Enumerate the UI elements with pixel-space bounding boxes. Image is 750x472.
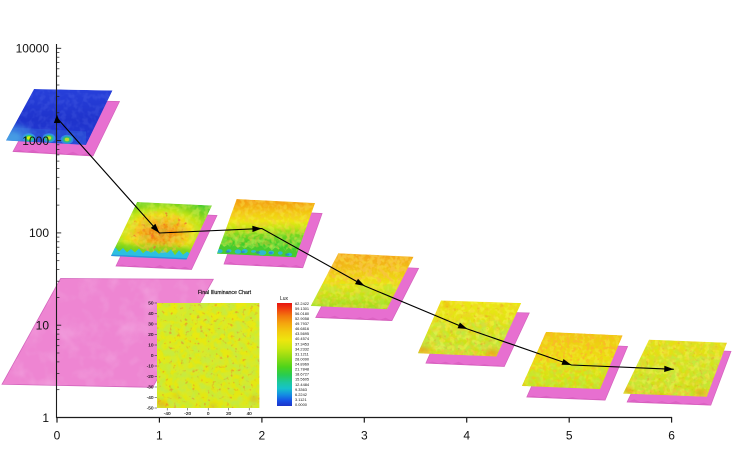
- svg-text:18.6727: 18.6727: [295, 372, 309, 377]
- svg-text:0: 0: [151, 353, 154, 358]
- svg-text:24.8969: 24.8969: [295, 362, 309, 367]
- svg-text:6.2242: 6.2242: [295, 392, 307, 397]
- svg-text:-40: -40: [164, 411, 171, 416]
- svg-text:46.6816: 46.6816: [295, 326, 309, 331]
- svg-text:0.0000: 0.0000: [295, 402, 308, 407]
- svg-text:-20: -20: [184, 411, 191, 416]
- svg-text:-10: -10: [147, 364, 154, 369]
- svg-text:56.0180: 56.0180: [295, 311, 310, 316]
- svg-text:0: 0: [207, 411, 210, 416]
- svg-text:10: 10: [148, 343, 154, 348]
- svg-text:31.1211: 31.1211: [295, 351, 309, 356]
- svg-text:10000: 10000: [16, 42, 50, 56]
- svg-text:-50: -50: [147, 406, 154, 411]
- svg-text:40: 40: [247, 411, 253, 416]
- svg-text:-20: -20: [147, 374, 154, 379]
- svg-text:50: 50: [148, 301, 154, 306]
- svg-text:62.2422: 62.2422: [295, 301, 309, 306]
- svg-text:59.1301: 59.1301: [295, 306, 309, 311]
- svg-text:37.3453: 37.3453: [295, 341, 309, 346]
- svg-text:3: 3: [361, 428, 368, 442]
- svg-text:1000: 1000: [22, 134, 49, 148]
- svg-text:2: 2: [259, 428, 266, 442]
- svg-text:-30: -30: [147, 385, 154, 390]
- svg-text:12.4484: 12.4484: [295, 382, 310, 387]
- svg-text:-40: -40: [147, 395, 154, 400]
- svg-text:1: 1: [156, 428, 163, 442]
- svg-text:Lux: Lux: [280, 296, 289, 302]
- svg-text:5: 5: [566, 428, 573, 442]
- svg-text:30: 30: [148, 322, 154, 327]
- svg-text:40: 40: [148, 311, 154, 316]
- svg-text:15.5605: 15.5605: [295, 377, 309, 382]
- svg-text:20: 20: [148, 332, 154, 337]
- svg-text:100: 100: [29, 226, 49, 240]
- svg-text:43.5695: 43.5695: [295, 331, 309, 336]
- svg-text:21.7848: 21.7848: [295, 367, 309, 372]
- svg-text:0: 0: [54, 428, 61, 442]
- svg-text:4: 4: [463, 428, 470, 442]
- svg-text:9.3363: 9.3363: [295, 387, 307, 392]
- svg-text:52.9058: 52.9058: [295, 316, 309, 321]
- svg-text:Final Illuminance Chart: Final Illuminance Chart: [198, 290, 252, 296]
- svg-text:1: 1: [42, 411, 49, 425]
- svg-text:20: 20: [226, 411, 232, 416]
- svg-text:40.4574: 40.4574: [295, 336, 310, 341]
- svg-text:34.2332: 34.2332: [295, 346, 309, 351]
- svg-text:3.1121: 3.1121: [295, 397, 307, 402]
- svg-text:49.7937: 49.7937: [295, 321, 309, 326]
- svg-text:10: 10: [36, 319, 50, 333]
- svg-text:6: 6: [668, 428, 675, 442]
- svg-text:28.0090: 28.0090: [295, 357, 310, 362]
